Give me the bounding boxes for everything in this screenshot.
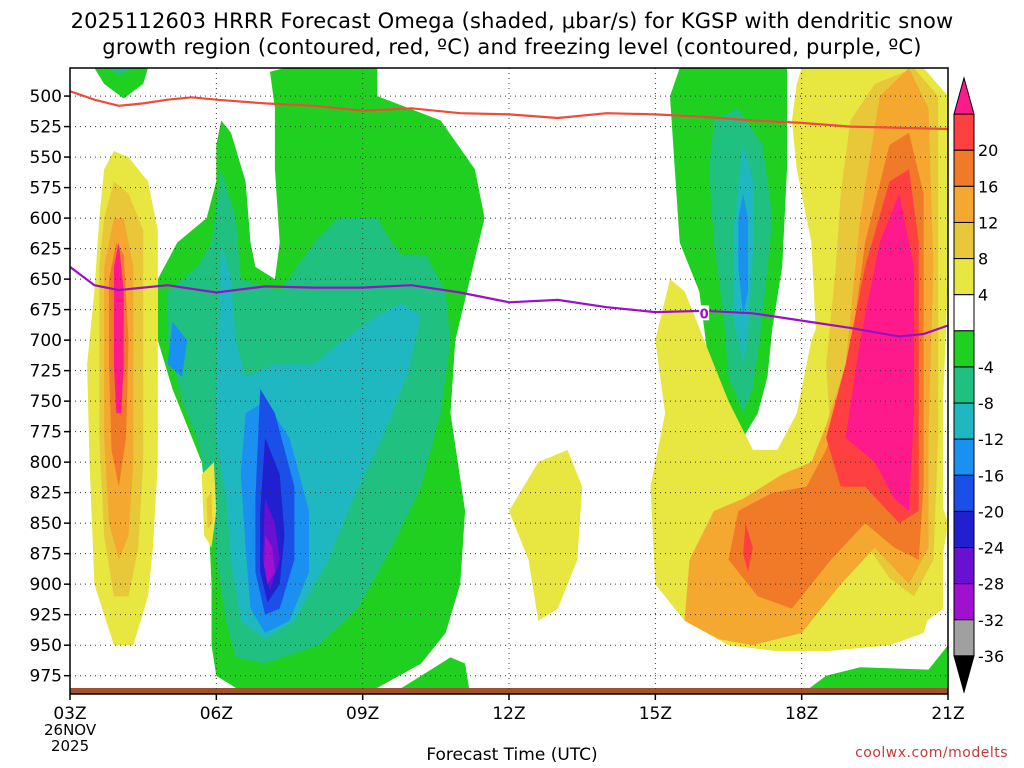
y-tick-label-700: 700 (30, 331, 62, 351)
colorbar-label-13: -36 (978, 647, 1004, 666)
y-tick-label-725: 725 (30, 362, 62, 382)
title-line-1: 2025112603 HRRR Forecast Omega (shaded, … (70, 9, 954, 33)
colorbar-segment-10 (953, 438, 975, 476)
colorbar: 20 16 12 8 4 -4 -8 -12 -16 -20 -24 -28 -32 -36 (953, 76, 1004, 694)
omega-region-1 (109, 68, 134, 76)
y-tick-label-575: 575 (30, 179, 62, 199)
x-tick-label-18Z: 18Z (785, 704, 818, 724)
contour-lines: 0 (70, 90, 948, 338)
colorbar-segment-11 (953, 474, 975, 512)
y-tick-label-750: 750 (30, 392, 62, 412)
y-tick-label-800: 800 (30, 453, 62, 473)
y-tick-label-525: 525 (30, 118, 62, 138)
x-tick-label-21Z: 21Z (931, 704, 964, 724)
contour-label-bg-1 (699, 305, 710, 321)
y-axis: 500 525 550 575 600 625 650 675 700 725 750 775 800 8… (30, 87, 70, 687)
omega-region-31 (845, 193, 914, 511)
chart-title: 2025112603 HRRR Forecast Omega (shaded, … (0, 8, 1024, 60)
omega-shading (70, 68, 948, 694)
colorbar-label-0: 20 (978, 141, 998, 160)
y-tick-label-875: 875 (30, 545, 62, 565)
omega-region-24 (509, 449, 583, 621)
colorbar-label-11: -28 (978, 575, 1004, 594)
omega-region-5 (167, 321, 188, 377)
colorbar-segment-1 (953, 113, 975, 151)
colorbar-label-12: -32 (978, 611, 1004, 630)
colorbar-label-5: -4 (978, 358, 994, 377)
y-tick-label-975: 975 (30, 667, 62, 687)
x-tick-label-06Z: 06Z (200, 704, 233, 724)
colorbar-label-1: 16 (978, 177, 998, 196)
omega-region-15 (801, 645, 948, 694)
omega-region-23 (206, 492, 213, 530)
x-tick-label-12Z: 12Z (492, 704, 525, 724)
y-tick-label-825: 825 (30, 484, 62, 504)
x-tick-label-03Z: 03Z (53, 704, 86, 724)
contour-line-0 (70, 90, 948, 131)
colorbar-label-10: -24 (978, 539, 1004, 558)
date-label: 26NOV 2025 (44, 722, 96, 754)
y-tick-label-500: 500 (30, 87, 62, 107)
y-tick-label-925: 925 (30, 606, 62, 626)
y-tick-label-775: 775 (30, 423, 62, 443)
colorbar-segment-14 (953, 583, 975, 621)
colorbar-label-4: 4 (978, 286, 988, 305)
colorbar-bottom-arrow (953, 655, 975, 694)
contour-line-1 (70, 266, 948, 338)
y-tick-label-550: 550 (30, 148, 62, 168)
contour-label-1: 0 (700, 307, 709, 322)
colorbar-segment-7 (953, 330, 975, 368)
surface-terrain (70, 688, 948, 694)
title-line-2: growth region (contoured, red, ºC) and f… (102, 35, 922, 59)
y-tick-label-675: 675 (30, 301, 62, 321)
colorbar-segment-15 (953, 619, 975, 657)
omega-region-0 (94, 68, 148, 99)
x-tick-label-09Z: 09Z (346, 704, 379, 724)
colorbar-segment-5 (953, 258, 975, 296)
colorbar-segment-12 (953, 510, 975, 549)
credit-text: coolwx.com/modelts (855, 745, 1008, 761)
y-tick-label-600: 600 (30, 209, 62, 229)
y-tick-label-625: 625 (30, 240, 62, 260)
y-tick-label-850: 850 (30, 514, 62, 534)
x-axis-title: Forecast Time (UTC) (426, 745, 598, 765)
colorbar-segment-6 (953, 294, 975, 332)
colorbar-label-2: 12 (978, 213, 998, 232)
omega-region-14 (738, 193, 748, 316)
colorbar-segment-3 (953, 185, 975, 223)
y-tick-label-650: 650 (30, 270, 62, 290)
colorbar-segment-9 (953, 402, 975, 440)
x-axis: 03Z 06Z 09Z 12Z 15Z 18Z 21Z (53, 694, 965, 724)
date-label-day: 26NOV (44, 721, 97, 739)
colorbar-label-6: -8 (978, 394, 994, 413)
omega-region-21 (113, 242, 124, 414)
omega-region-10 (264, 535, 275, 585)
colorbar-label-7: -12 (978, 430, 1004, 449)
colorbar-label-3: 8 (978, 250, 988, 269)
date-label-year: 2025 (50, 737, 90, 755)
colorbar-label-9: -20 (978, 502, 1004, 521)
colorbar-top-arrow (953, 76, 975, 115)
colorbar-segment-4 (953, 221, 975, 260)
x-tick-label-15Z: 15Z (639, 704, 672, 724)
colorbar-label-8: -16 (978, 466, 1004, 485)
colorbar-segment-2 (953, 149, 975, 187)
y-tick-label-950: 950 (30, 636, 62, 656)
y-tick-label-900: 900 (30, 575, 62, 595)
colorbar-segment-13 (953, 547, 975, 585)
omega-region-32 (743, 523, 753, 572)
colorbar-segment-8 (953, 366, 975, 404)
